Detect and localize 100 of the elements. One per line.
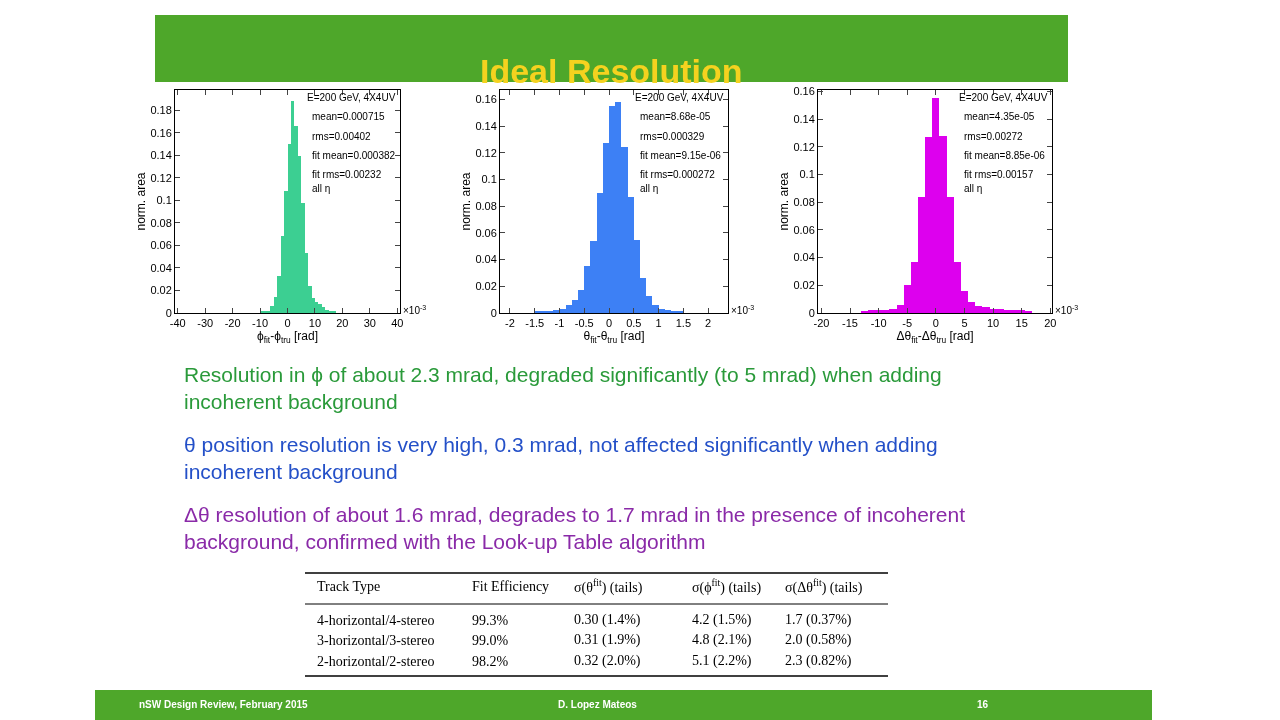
y-tick-label: 0.06: [793, 223, 815, 236]
y-tick-label: 0.02: [150, 284, 172, 297]
annotation: rms=0.00402: [312, 131, 372, 142]
annotation: E=200 GeV, 4X4UV: [959, 92, 1048, 103]
text: 16: [977, 699, 989, 710]
text: θ position resolution is very high, 0.3 mrad, not affected significantly when adding incoherent background: [184, 433, 938, 484]
annotation: fit rms=0.00157: [964, 169, 1034, 180]
x-tick-label: -30: [197, 317, 214, 330]
x-tick-label: 40: [391, 317, 404, 330]
annotation: all η: [640, 183, 659, 194]
y-tick-label: 0.14: [793, 112, 815, 125]
x-tick-label: 0.5: [626, 317, 642, 330]
text: 99.3%: [472, 613, 509, 628]
text: D. Lopez Mateos: [558, 699, 638, 710]
text: 0.30 (1.4%): [574, 612, 641, 628]
y-tick-label: 0.02: [793, 279, 815, 292]
x-tick-label: 10: [986, 317, 1000, 330]
text: Ideal Resolution: [480, 52, 743, 90]
x-tick-label: -20: [813, 317, 830, 330]
x-tick-label: 20: [1044, 317, 1057, 330]
x-tick-label: 1.5: [675, 317, 692, 330]
text: 4.8 (2.1%): [692, 632, 752, 648]
x-tick-label: -0.5: [574, 317, 594, 330]
annotation: mean=0.000715: [312, 111, 385, 122]
x-tick-label: 0: [284, 317, 291, 330]
annotation: rms=0.000329: [640, 131, 705, 142]
y-tick-label: 0: [808, 306, 815, 319]
x-tick-label: -15: [842, 317, 858, 330]
annotation: all η: [312, 183, 331, 194]
x-tick-label: 30: [363, 317, 376, 330]
y-tick-label: 0.04: [793, 251, 815, 264]
y-tick-label: 0.16: [150, 126, 172, 139]
annotation: mean=8.68e-05: [640, 111, 711, 122]
annotation: E=200 GeV, 4X4UV: [635, 92, 724, 103]
annotation: fit mean=0.000382: [312, 150, 396, 161]
annotation: fit rms=0.00232: [312, 169, 382, 180]
x-tick-label: 2: [705, 317, 712, 330]
y-axis-title: norm. area: [458, 172, 473, 231]
y-tick-label: 0.08: [150, 216, 172, 229]
text: Δθ resolution of about 1.6 mrad, degrades to 1.7 mrad in the presence of incoherent background, confirmed with the Look-up Table algorithm: [184, 503, 966, 554]
y-tick-label: 0.08: [475, 200, 497, 213]
text: σ(ϕ$^{fit}$) (tails): [692, 577, 762, 596]
text: 4.2 (1.5%): [692, 612, 752, 628]
y-tick-label: 0.1: [156, 194, 172, 207]
text: nSW Design Review, February 2015: [139, 699, 309, 710]
text: ×10$^{-3}$: [731, 304, 755, 317]
y-tick-label: 0: [490, 306, 497, 319]
annotation: rms=0.00272: [964, 131, 1024, 142]
y-tick-label: 0.08: [793, 196, 815, 209]
x-tick-label: -2: [505, 317, 515, 330]
y-tick-label: 0.1: [481, 173, 497, 186]
text: ×10$^{-3}$: [403, 304, 427, 317]
text: Track Type: [317, 579, 381, 594]
y-tick-label: 0.02: [475, 280, 497, 293]
text: 0.32 (2.0%): [574, 653, 641, 669]
text: Resolution in ϕ of about 2.3 mrad, degraded significantly (to 5 mrad) when adding incoherent background: [184, 363, 942, 414]
y-axis-title: norm. area: [133, 172, 148, 231]
text: 5.1 (2.2%): [692, 653, 752, 669]
y-tick-label: 0.1: [799, 168, 815, 181]
x-tick-label: 1: [655, 317, 662, 330]
y-tick-label: 0.06: [150, 239, 172, 252]
text: 2.3 (0.82%): [785, 653, 852, 669]
text: 99.0%: [472, 633, 509, 648]
y-tick-label: 0: [165, 306, 172, 319]
text: 4-horizontal/4-stereo: [317, 613, 435, 628]
y-tick-label: 0.12: [475, 146, 497, 159]
x-tick-label: 0: [605, 317, 613, 330]
y-axis-title: norm. area: [776, 172, 791, 231]
x-tick-label: -40: [169, 317, 186, 330]
y-tick-label: 0.12: [150, 171, 172, 184]
x-tick-label: -1: [554, 317, 565, 330]
x-axis-title: θ$_{fit}$-θ$_{tru}$ [rad]: [583, 329, 645, 345]
annotation: fit mean=9.15e-06: [640, 150, 722, 161]
x-tick-label: -5: [902, 317, 913, 330]
text: 2.0 (0.58%): [785, 632, 852, 648]
annotation: mean=4.35e-05: [964, 111, 1035, 122]
text: ×10$^{-3}$: [1055, 304, 1079, 317]
x-tick-label: 10: [308, 317, 322, 330]
text: Fit Efficiency: [472, 579, 550, 594]
text: 1.7 (0.37%): [785, 612, 852, 628]
text: σ(Δθ$^{fit}$) (tails): [785, 577, 863, 596]
text: 2-horizontal/2-stereo: [317, 654, 435, 669]
text: σ(θ$^{fit}$) (tails): [574, 577, 643, 596]
annotation: fit mean=8.85e-06: [964, 150, 1046, 161]
y-tick-label: 0.14: [475, 119, 497, 132]
x-axis-title: ϕ$_{fit}$-ϕ$_{tru}$ [rad]: [256, 329, 319, 345]
x-tick-label: -20: [224, 317, 241, 330]
y-tick-label: 0.12: [793, 140, 815, 153]
x-tick-label: 5: [961, 317, 968, 330]
y-tick-label: 0.14: [150, 149, 172, 162]
annotation: E=200 GeV, 4X4UV: [307, 92, 396, 103]
x-tick-label: 20: [336, 317, 349, 330]
x-tick-label: 0: [932, 317, 939, 330]
y-tick-label: 0.16: [793, 85, 815, 98]
y-tick-label: 0.04: [150, 261, 172, 274]
y-tick-label: 0.04: [475, 253, 497, 266]
text: 0.31 (1.9%): [574, 632, 641, 648]
annotation: all η: [964, 183, 983, 194]
text: 98.2%: [472, 654, 509, 669]
y-tick-label: 0.18: [150, 104, 172, 117]
